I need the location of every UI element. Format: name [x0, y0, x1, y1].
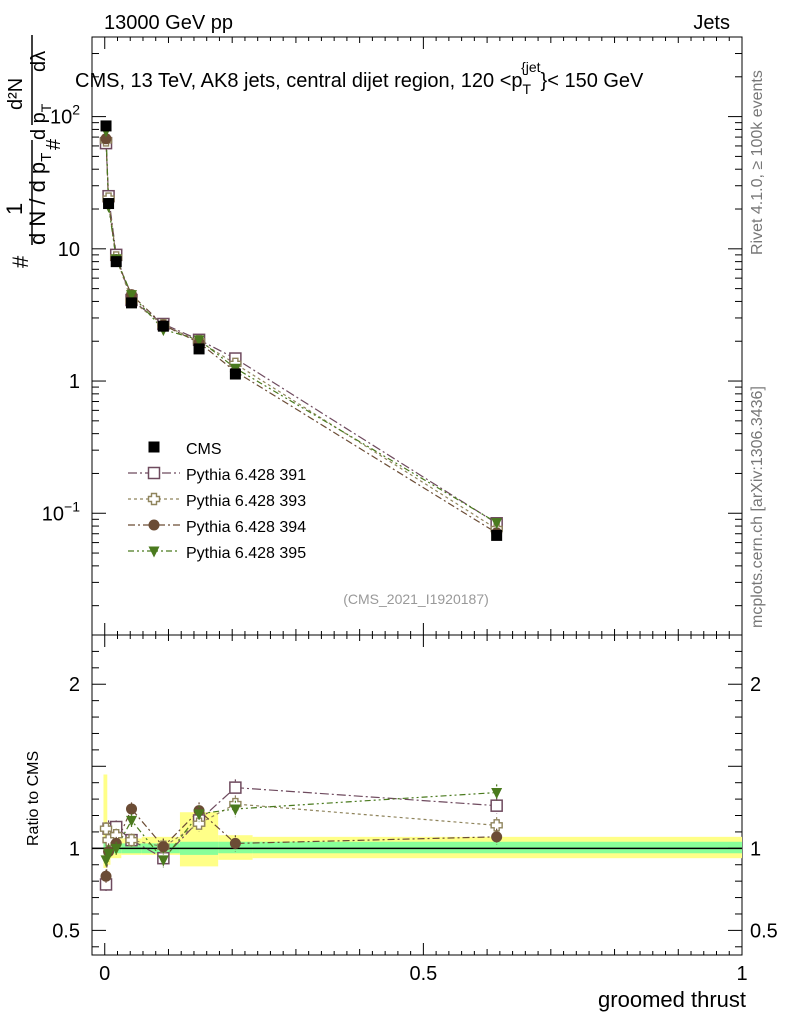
- ratio-frame: [91, 634, 743, 956]
- ratio-tick-label: 2: [69, 674, 80, 696]
- ratio-point: [110, 843, 122, 855]
- legend-entry: Pythia 6.428 395: [128, 545, 306, 562]
- legend-entry-cms: CMS: [148, 441, 222, 458]
- data-point: [491, 518, 503, 530]
- cms-data-point: [193, 343, 205, 355]
- ratio-point: [126, 815, 138, 827]
- legend-label: CMS: [186, 441, 222, 458]
- ratio-tick-label: 1: [69, 838, 80, 860]
- ratio-point: [491, 788, 503, 800]
- y-label-dl: dλ: [28, 51, 50, 72]
- ratio-point: [193, 809, 205, 821]
- uncertainty-band: [92, 774, 742, 869]
- ratio-tick-label-right: 2: [750, 674, 761, 696]
- x-tick-label: 0: [99, 963, 110, 985]
- ratio-point: [192, 817, 206, 830]
- ratio-point: [229, 804, 241, 816]
- ratio-point: [491, 831, 503, 843]
- ratio-series: [99, 779, 503, 891]
- legend-marker: [148, 546, 160, 558]
- legend: CMS Pythia 6.428 391 Pythia 6.428 393 Pythi…: [128, 441, 306, 562]
- legend-marker: [147, 492, 161, 506]
- chart-title: CMS, 13 TeV, AK8 jets, central dijet reg…: [75, 59, 644, 97]
- ratio-tick-label-right: 1: [750, 838, 761, 860]
- cms-data-point: [110, 256, 122, 268]
- ratio-point: [229, 781, 242, 794]
- ratio-y-label: Ratio to CMS: [25, 751, 42, 846]
- series-line-ratio: [105, 786, 497, 885]
- ratio-point: [229, 837, 241, 849]
- legend-marker: [148, 519, 160, 531]
- y-label-one: 1: [2, 203, 27, 215]
- cms-data-point: [157, 320, 169, 332]
- series-line-main: [105, 138, 497, 534]
- y-axis-label: # 1 d N / d pT # d²N d pT dλ: [2, 35, 65, 268]
- ratio-point: [157, 841, 169, 853]
- cms-data-point: [103, 198, 115, 210]
- legend-label: Pythia 6.428 391: [186, 467, 306, 484]
- analysis-label: (CMS_2021_I1920187): [343, 591, 489, 607]
- ratio-point: [100, 870, 112, 882]
- y-label-den2: d pT: [28, 103, 54, 140]
- y-label-den: d N / d pT: [25, 153, 55, 245]
- legend-label: Pythia 6.428 395: [186, 545, 306, 562]
- y-tick-label: 1: [69, 371, 80, 393]
- rivet-label: Rivet 4.1.0, ≥ 100k events: [749, 70, 766, 255]
- main-series: [99, 120, 503, 541]
- cms-data-point: [229, 368, 241, 380]
- legend-entry: Pythia 6.428 393: [128, 492, 306, 510]
- ratio-tick-label: 0.5: [52, 920, 80, 942]
- y-tick-label: 10−1: [42, 498, 80, 525]
- data-point: [126, 290, 138, 302]
- data-point: [100, 133, 112, 145]
- y-label-hash2: #: [43, 138, 65, 150]
- legend-marker: [148, 441, 160, 453]
- x-tick-label: 0.5: [409, 963, 437, 985]
- cms-data-point: [126, 297, 138, 309]
- ratio-point: [490, 819, 503, 832]
- mcplots-label: mcplots.cern.ch [arXiv:1306.3436]: [749, 386, 766, 628]
- ratio-point: [126, 803, 138, 815]
- y-label-num: d²N: [5, 78, 27, 110]
- y-tick-label: 102: [50, 102, 80, 129]
- ratio-point: [103, 848, 115, 860]
- ratio-point: [125, 833, 138, 847]
- data-point: [193, 335, 205, 347]
- cms-data-point: [491, 529, 503, 541]
- legend-label: Pythia 6.428 393: [186, 493, 306, 510]
- band-yellow-segment: [103, 774, 108, 869]
- energy-label: 13000 GeV pp: [104, 12, 233, 34]
- legend-entry: Pythia 6.428 391: [128, 466, 306, 484]
- cms-data-point: [100, 120, 112, 132]
- x-tick-label: 1: [736, 963, 747, 985]
- jets-label: Jets: [693, 12, 730, 34]
- x-axis-label: groomed thrust: [598, 987, 746, 1012]
- y-tick-label: 10: [58, 239, 80, 261]
- y-label-hash1: #: [8, 255, 33, 268]
- ratio-point: [490, 799, 503, 812]
- legend-label: Pythia 6.428 394: [186, 519, 306, 536]
- legend-entry: Pythia 6.428 394: [128, 519, 306, 536]
- legend-marker: [147, 466, 161, 480]
- ratio-point: [157, 855, 169, 867]
- band-green-segment: [252, 841, 742, 854]
- ratio-tick-label-right: 0.5: [750, 920, 778, 942]
